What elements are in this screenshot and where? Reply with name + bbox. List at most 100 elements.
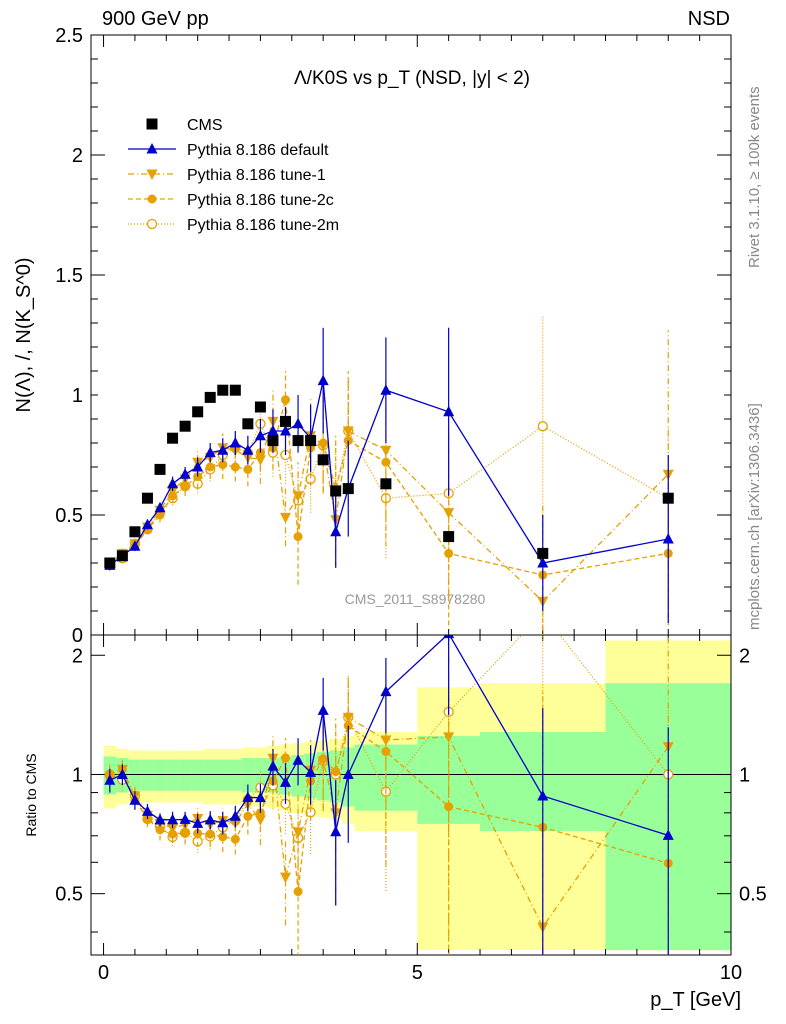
ratio-point-tune2c	[243, 811, 253, 821]
series-tune2m	[104, 315, 674, 571]
point-data	[254, 401, 266, 413]
point-data	[330, 485, 342, 497]
legend-marker-tune1	[146, 169, 158, 180]
point-data	[217, 384, 229, 396]
band-inner-10	[229, 759, 242, 791]
point-default	[141, 518, 153, 530]
ratio-point-default	[242, 791, 254, 802]
ratio-point-default	[317, 704, 329, 715]
ratio-point-default	[380, 685, 392, 697]
watermark: CMS_2011_S8978280	[345, 591, 486, 607]
point-data	[179, 420, 191, 432]
ratio-point-default	[217, 816, 229, 828]
band-inner-9	[216, 759, 230, 791]
point-default	[292, 417, 304, 429]
ratio-point-tune2c	[281, 753, 291, 763]
y-axis-label: N(Λ), /, N(K_S^0)	[13, 258, 35, 413]
y-tick-label-1: 0.5	[55, 505, 83, 527]
point-data	[380, 478, 392, 490]
ratio-point-default	[443, 635, 455, 639]
point-data	[537, 547, 549, 559]
ratio-axis-label: Ratio to CMS	[23, 753, 39, 836]
chart-title: Λ/K0S vs p_T (NSD, |y| < 2)	[294, 68, 530, 89]
ratio-point-tune1	[167, 823, 179, 835]
point-data	[267, 435, 279, 447]
legend-marker-tune2c	[147, 194, 157, 204]
point-data	[192, 406, 204, 418]
ratio-point-tune2c	[293, 887, 303, 897]
ratio-point-default	[267, 760, 279, 771]
point-default	[280, 425, 292, 436]
point-data	[129, 526, 141, 538]
point-data	[662, 492, 674, 504]
ratio-point-tune2c	[218, 832, 228, 842]
series-line-tune1	[109, 421, 669, 603]
point-data	[280, 415, 292, 427]
ratio-bands	[103, 640, 731, 951]
point-data	[229, 384, 241, 396]
point-default	[229, 437, 241, 448]
point-default	[192, 461, 204, 472]
band-inner-11	[241, 758, 255, 793]
series-data	[104, 384, 674, 569]
ratio-tick-label-right-0: 0.5	[739, 884, 767, 906]
ratio-tick-label-right-2: 2	[739, 645, 750, 667]
y-tick-label-3: 1.5	[55, 265, 83, 287]
ratio-tick-label-0: 0.5	[55, 884, 83, 906]
band-inner-3	[141, 759, 154, 791]
point-default	[443, 405, 455, 417]
point-data	[443, 531, 455, 543]
point-tune1	[317, 440, 329, 452]
point-default	[179, 468, 191, 479]
point-default	[267, 425, 279, 436]
point-default	[380, 384, 392, 395]
legend-marker-data	[146, 118, 158, 130]
ratio-point-tune1	[292, 827, 304, 838]
point-default	[217, 444, 229, 455]
ratio-point-default	[537, 789, 549, 801]
ratio-point-default	[662, 829, 674, 840]
x-tick-label-2: 10	[720, 962, 742, 984]
point-tune2m	[537, 421, 548, 432]
point-tune1	[342, 426, 354, 437]
point-data	[154, 463, 166, 475]
y-tick-label-4: 2	[72, 145, 83, 167]
ratio-point-tune1	[317, 756, 329, 767]
point-data	[116, 550, 128, 562]
ratio-point-default	[141, 805, 153, 816]
band-inner-7	[191, 759, 204, 791]
point-default	[129, 540, 141, 551]
point-default	[537, 557, 549, 568]
ratio-point-default	[305, 766, 317, 777]
point-data	[317, 454, 329, 466]
point-tune1	[292, 491, 304, 502]
point-default	[317, 374, 329, 386]
header-right: NSD	[687, 8, 730, 30]
ratio-point-default	[229, 810, 241, 821]
ratio-series	[104, 635, 674, 955]
ratio-point-default	[254, 791, 266, 803]
point-default	[330, 525, 342, 537]
legend-label-tune2m: Pythia 8.186 tune-2m	[187, 217, 339, 234]
ratio-tick-label-right-1: 1	[739, 764, 750, 786]
ratio-point-default	[342, 768, 354, 779]
point-data	[305, 435, 317, 447]
ratio-point-tune1	[254, 815, 266, 826]
ratio-point-tune1	[380, 735, 392, 746]
ratio-point-tune1	[280, 872, 292, 884]
point-data	[141, 492, 153, 504]
point-default	[204, 446, 216, 458]
y-tick-label-5: 2.5	[55, 25, 83, 47]
point-default	[167, 477, 179, 489]
ratio-frame	[90, 634, 732, 956]
ratio-point-default	[104, 774, 116, 785]
point-default	[242, 444, 254, 455]
mcplots-label: mcplots.cern.ch [arXiv:1306.3436]	[746, 403, 763, 630]
point-tune2c	[293, 532, 303, 542]
ratio-point-default	[280, 776, 292, 787]
point-tune2c	[243, 464, 253, 474]
point-tune2c	[281, 395, 291, 405]
ratio-point-default	[167, 813, 179, 825]
ratio-point-default	[129, 794, 141, 805]
rivet-label: Rivet 3.1.10, ≥ 100k events	[746, 86, 763, 268]
